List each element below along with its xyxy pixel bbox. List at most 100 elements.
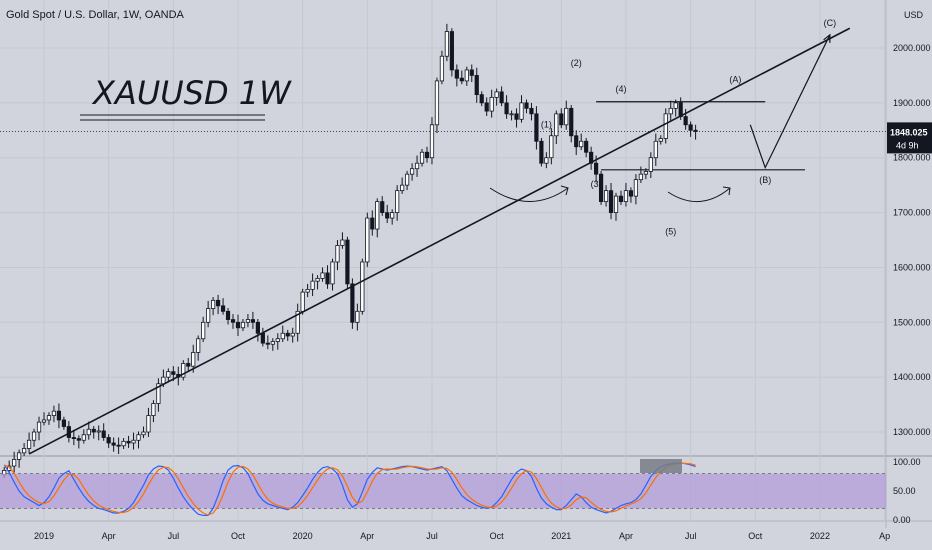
candle-down bbox=[235, 321, 241, 329]
candle-down bbox=[345, 239, 350, 285]
currency-label: USD bbox=[904, 10, 924, 20]
candle-down bbox=[474, 75, 479, 96]
candle-up bbox=[400, 184, 405, 192]
candle-up bbox=[196, 338, 201, 353]
candle-up bbox=[340, 239, 345, 246]
price-tick-label: 2000.000 bbox=[893, 43, 931, 53]
candle-down bbox=[499, 91, 504, 104]
trendline-layer bbox=[28, 27, 851, 455]
candle-up bbox=[365, 217, 370, 263]
candle-up bbox=[509, 113, 514, 116]
time-tick-label: 2022 bbox=[810, 531, 830, 541]
curved-arrow-left-head bbox=[560, 185, 569, 196]
symbol-label: XAUUSD 1W bbox=[91, 74, 292, 112]
wave-label: (2) bbox=[571, 58, 582, 68]
candle-up bbox=[22, 448, 27, 454]
last-price-countdown: 4d 9h bbox=[896, 140, 919, 150]
candle-down bbox=[380, 201, 385, 213]
candle-up bbox=[305, 288, 310, 293]
time-tick-label: Oct bbox=[490, 531, 505, 541]
price-tick-label: 1600.000 bbox=[893, 262, 931, 272]
time-axis-labels[interactable]: 2019 Apr Jul Oct 2020 Apr Jul Oct 2021 Apr Jul Oct 2… bbox=[34, 531, 890, 541]
candle-up bbox=[280, 332, 285, 340]
candle-up bbox=[554, 113, 559, 137]
candle-down bbox=[688, 124, 693, 131]
candle-down bbox=[484, 102, 489, 112]
last-price-box bbox=[887, 122, 932, 154]
candle-up bbox=[310, 280, 315, 290]
candle-up bbox=[166, 371, 171, 378]
candle-down bbox=[186, 363, 191, 367]
drawing-overlay: (1) (2) (3) (4) (5) (A) (B) (C) bbox=[489, 18, 836, 237]
candle-up bbox=[643, 171, 648, 175]
candle-down bbox=[594, 162, 599, 175]
candle-up bbox=[31, 431, 37, 441]
time-tick-label: Jul bbox=[168, 531, 180, 541]
candle-down bbox=[215, 299, 221, 307]
candle-up bbox=[330, 261, 335, 285]
candle-down bbox=[454, 69, 459, 79]
candle-up bbox=[633, 179, 639, 197]
stoch-rsi-pane[interactable]: 100.00 50.00 0.00 bbox=[0, 457, 921, 525]
price-axis-labels[interactable]: 2000.000 1900.000 1800.000 1700.000 1600.000… bbox=[893, 43, 931, 437]
wave-label: (A) bbox=[729, 75, 741, 85]
time-tick-label: Apr bbox=[102, 531, 116, 541]
time-tick-label: 2019 bbox=[34, 531, 54, 541]
candle-up bbox=[355, 310, 360, 323]
candle-up bbox=[201, 321, 206, 340]
candle-down bbox=[424, 151, 430, 159]
candles bbox=[2, 23, 698, 479]
stoch-band bbox=[0, 473, 886, 509]
candle-down bbox=[539, 140, 544, 164]
candle-up bbox=[41, 419, 47, 423]
candle-up bbox=[405, 173, 410, 186]
candle-up bbox=[191, 352, 196, 367]
candle-up bbox=[151, 403, 156, 416]
candle-down bbox=[106, 437, 111, 444]
candle-up bbox=[46, 415, 52, 421]
stoch-level-label: 0.00 bbox=[893, 515, 911, 525]
candle-up bbox=[464, 69, 469, 82]
candle-up bbox=[141, 431, 146, 436]
candle-down bbox=[61, 419, 66, 427]
candle-up bbox=[136, 434, 141, 441]
wave-label: (B) bbox=[759, 175, 771, 185]
candle-up bbox=[12, 459, 17, 467]
candle-down bbox=[230, 319, 236, 323]
candle-down bbox=[683, 116, 688, 126]
candle-down bbox=[514, 113, 519, 120]
trendline[interactable] bbox=[28, 27, 851, 455]
candle-up bbox=[390, 212, 395, 219]
projection-path[interactable] bbox=[749, 34, 831, 170]
stoch-level-label: 100.00 bbox=[893, 457, 921, 467]
time-tick-label: 2021 bbox=[551, 531, 571, 541]
wave-label: (5) bbox=[665, 227, 676, 237]
candle-up bbox=[156, 383, 161, 404]
candle-up bbox=[429, 124, 435, 159]
candle-down bbox=[385, 212, 390, 219]
last-price-value: 1848.025 bbox=[890, 127, 928, 137]
candle-up bbox=[663, 113, 668, 139]
highlight-box bbox=[640, 459, 682, 473]
last-price-tag: 1848.025 4d 9h bbox=[887, 122, 932, 154]
candle-up bbox=[315, 278, 320, 282]
time-tick-label: Apr bbox=[360, 531, 374, 541]
curved-arrow-left bbox=[489, 187, 569, 202]
curved-arrow-right bbox=[667, 187, 731, 203]
candle-down bbox=[598, 173, 604, 203]
candle-down bbox=[111, 442, 116, 446]
candle-down bbox=[628, 190, 634, 197]
time-tick-label: Apr bbox=[619, 531, 633, 541]
wave-label: (1) bbox=[541, 120, 552, 130]
candle-down bbox=[76, 438, 81, 441]
candle-up bbox=[240, 321, 246, 329]
wave-label: (4) bbox=[615, 84, 626, 94]
candle-up bbox=[653, 140, 658, 159]
candle-down bbox=[285, 332, 290, 337]
candle-up bbox=[648, 157, 653, 172]
candle-down bbox=[325, 272, 330, 285]
candle-down bbox=[91, 428, 96, 433]
curved-arrow-right-head bbox=[722, 186, 731, 196]
